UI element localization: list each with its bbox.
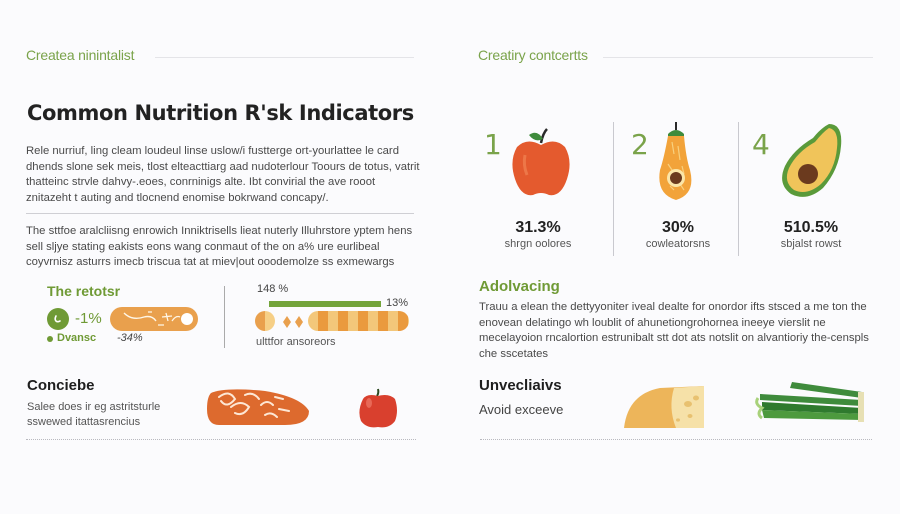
green-bar-value: 13% xyxy=(386,297,409,309)
stat-number-3: 4 xyxy=(752,128,770,161)
half-circle-icon xyxy=(255,311,275,331)
bottom-right-heading: Unvecliaivs xyxy=(479,377,562,394)
tomato-icon xyxy=(357,385,399,429)
bottom-left-dotted-divider xyxy=(26,439,416,440)
striped-progress-bar xyxy=(308,311,409,331)
bottom-left-text-1: Salee does ir eg astritsturle xyxy=(27,401,161,413)
secondary-paragraph: The sttfoe aralcliisng enrowich Inniktri… xyxy=(26,225,413,268)
diamond-icon xyxy=(283,315,291,328)
stat-divider xyxy=(613,122,614,256)
stat-divider xyxy=(738,122,739,256)
intro-paragraph: Rele nurriuf, ling cleam loudeul linse u… xyxy=(26,145,420,204)
metric-divider xyxy=(224,286,225,348)
trend-badge-icon xyxy=(47,308,69,330)
stat-number-1: 1 xyxy=(484,128,502,161)
bottom-left-text-2: sswewed itattasrencius xyxy=(27,416,141,428)
bar-caption: -34% xyxy=(117,332,143,344)
metric-heading: The retotsr xyxy=(47,283,121,299)
avocado-icon xyxy=(779,120,845,200)
sausage-food-icon xyxy=(205,385,311,427)
cheese-icon xyxy=(620,384,706,428)
pear-icon xyxy=(654,120,694,204)
bottom-right-text: Avoid exceeve xyxy=(479,402,564,417)
bottom-left-heading: Conciebe xyxy=(27,377,95,394)
apple-icon xyxy=(511,125,571,199)
bars-caption: ulttfor ansoreors xyxy=(256,336,336,348)
kicker-divider xyxy=(603,57,873,58)
advice-paragraph: Trauu a elean the dettyyoniter iveal dea… xyxy=(479,301,869,360)
green-bar xyxy=(269,301,381,307)
stat-label-1: shrgn oolores xyxy=(504,238,572,250)
advice-heading: Adolvacing xyxy=(479,278,560,295)
stat-number-2: 2 xyxy=(631,128,649,161)
kicker-divider xyxy=(155,57,414,58)
right-section-kicker: Creatiry contcertts xyxy=(478,47,588,63)
green-onion-icon xyxy=(752,378,868,426)
diamond-icon xyxy=(295,315,303,328)
badge-value: -1% xyxy=(75,310,102,327)
bar-top-label: 148 % xyxy=(257,283,289,295)
legend-dot-icon xyxy=(47,336,53,342)
page-title: Common Nutrition R'sk Indicators xyxy=(27,101,414,125)
stat-label-3: sbjalst rowst xyxy=(780,238,842,250)
orange-progress-bar xyxy=(110,307,198,331)
stat-value-3: 510.5% xyxy=(783,219,839,236)
stat-label-2: cowleatorsns xyxy=(645,238,711,250)
bottom-right-dotted-divider xyxy=(480,439,872,440)
left-section-kicker: Createa ninintalist xyxy=(26,47,135,63)
section-divider xyxy=(26,213,414,214)
stat-value-1: 31.3% xyxy=(515,219,561,236)
legend-label: Dvansc xyxy=(57,332,97,344)
stat-value-2: 30% xyxy=(661,219,695,236)
